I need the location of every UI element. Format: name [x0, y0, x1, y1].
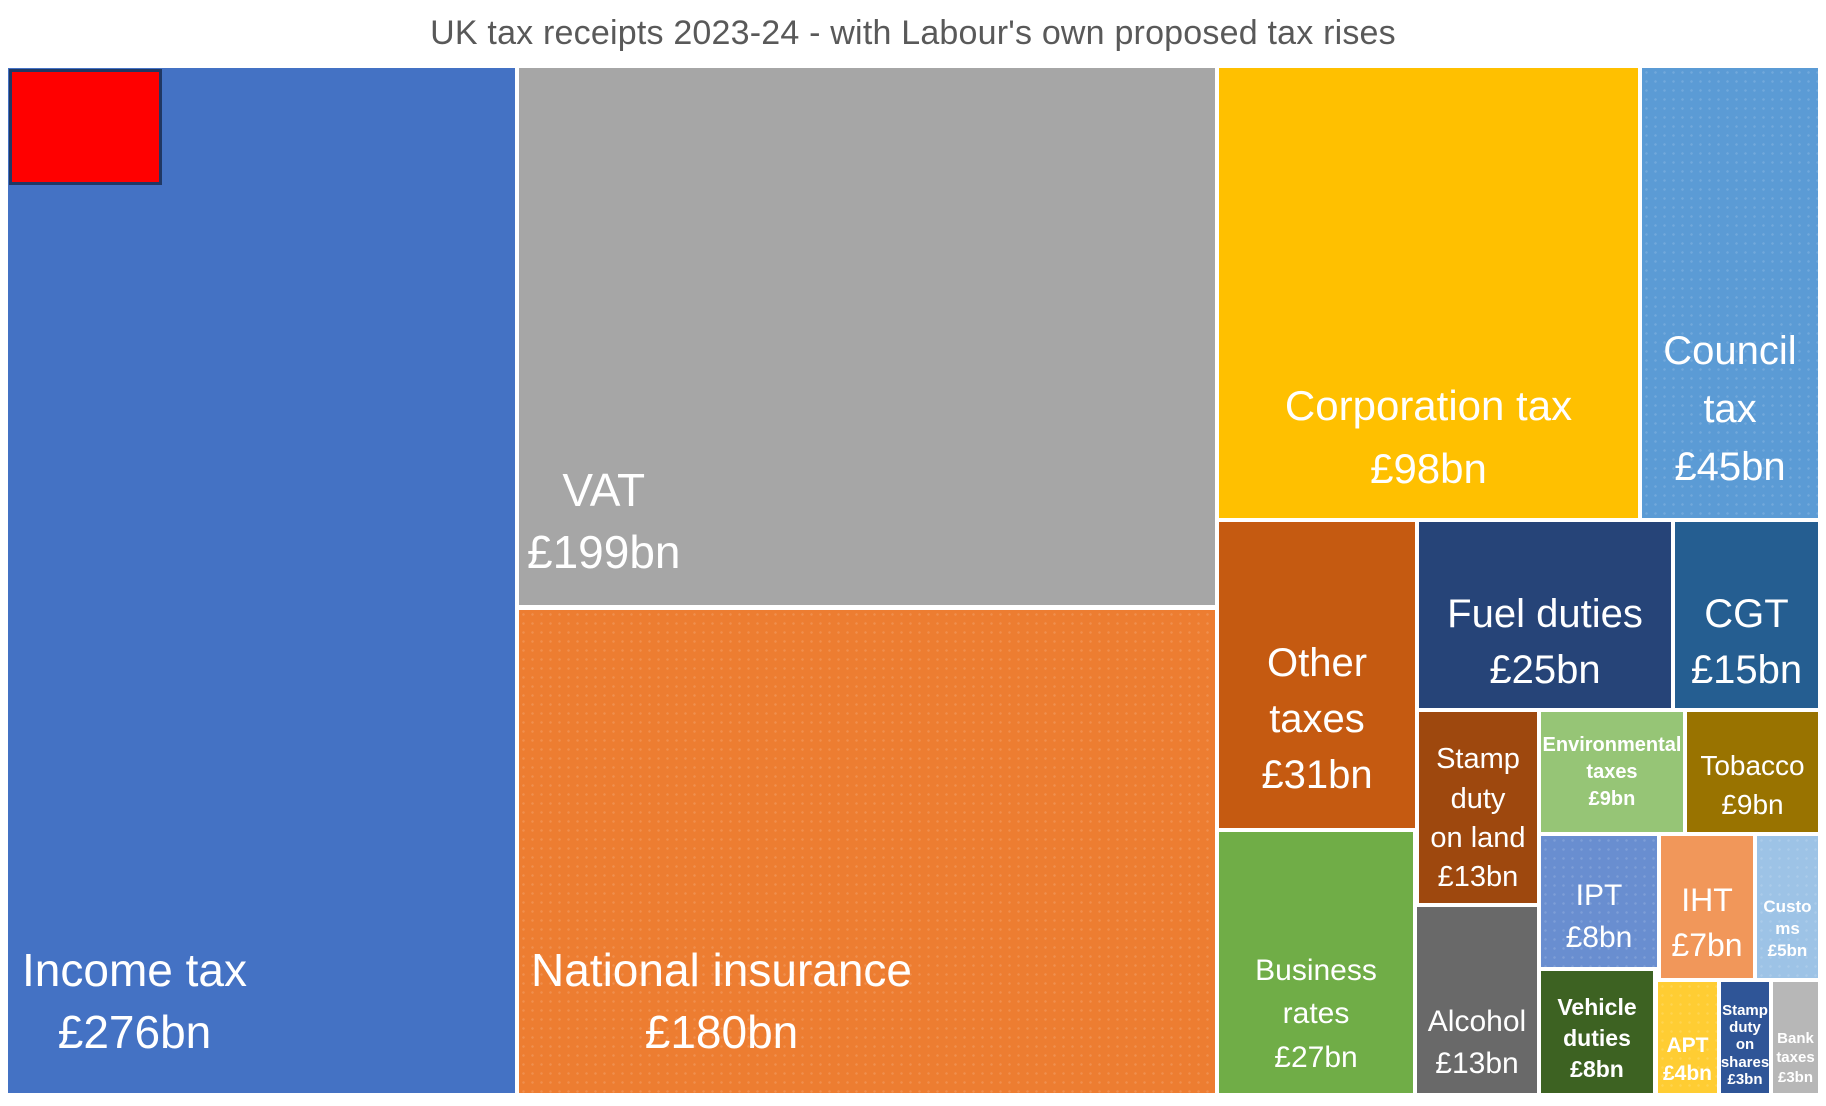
treemap-cell-cgt: CGT £15bn: [1675, 522, 1818, 708]
cell-label-income-tax: Income tax £276bn: [8, 939, 247, 1093]
cell-label-line: £13bn: [1435, 1047, 1519, 1080]
treemap-cell-apt: APT £4bn: [1658, 982, 1717, 1093]
cell-label-line: £7bn: [1671, 927, 1743, 964]
cell-label-line: on: [1735, 1036, 1755, 1054]
cell-label-bank-taxes: Bank taxes £3bn: [1776, 1029, 1814, 1094]
cell-label-line: £45bn: [1674, 445, 1786, 489]
cell-label-fuel-duties: Fuel duties £25bn: [1447, 586, 1643, 708]
cell-label-line: £3bn: [1777, 1068, 1813, 1086]
cell-label-line: CGT: [1704, 592, 1789, 636]
cell-label-line: duties: [1563, 1024, 1631, 1051]
treemap-cell-customs: Custo ms £5bn: [1757, 836, 1818, 978]
cell-label-line: Income tax: [22, 943, 247, 996]
treemap-cell-national-insurance: National insurance £180bn: [519, 610, 1215, 1093]
cell-label-customs: Custo ms £5bn: [1763, 896, 1811, 978]
cell-label-line: IPT: [1575, 879, 1623, 912]
cell-label-line: £8bn: [1565, 921, 1633, 954]
cell-label-line: Council: [1663, 329, 1797, 373]
treemap-cell-tobacco: Tobacco £9bn: [1687, 712, 1818, 832]
treemap-cell-stamp-duty-on-land: Stamp duty on land £13bn: [1419, 712, 1537, 903]
treemap-cell-stamp-duty-on-shares: Stamp duty on shares £3bn: [1721, 982, 1769, 1093]
cell-label-alcohol: Alcohol £13bn: [1428, 1001, 1526, 1093]
cell-label-line: £276bn: [57, 1005, 212, 1058]
treemap-cell-income-tax: Income tax £276bn: [8, 68, 515, 1093]
cell-label-line: £9bn: [1588, 787, 1636, 810]
chart-title: UK tax receipts 2023-24 - with Labour's …: [430, 14, 1396, 52]
cell-label-line: Other: [1266, 641, 1368, 685]
cell-label-vehicle-duties: Vehicle duties £8bn: [1557, 992, 1636, 1093]
cell-label-environmental-taxes: Environmental taxes £9bn: [1543, 732, 1682, 813]
cell-label-apt: APT £4bn: [1663, 1032, 1712, 1093]
cell-label-line: Tobacco: [1700, 749, 1805, 781]
treemap-cell-iht: IHT £7bn: [1661, 836, 1753, 978]
cell-label-line: Stamp: [1722, 1001, 1768, 1019]
cell-label-line: £13bn: [1437, 860, 1519, 893]
cell-label-line: Alcohol: [1427, 1005, 1527, 1038]
cell-label-stamp-duty-on-shares: Stamp duty on shares £3bn: [1721, 1002, 1769, 1093]
cell-label-line: Vehicle: [1557, 993, 1637, 1020]
cell-label-iht: IHT £7bn: [1671, 878, 1742, 978]
cell-label-line: duty: [1729, 1019, 1761, 1036]
cell-label-line: Fuel duties: [1447, 592, 1643, 636]
cell-label-line: taxes: [1776, 1049, 1815, 1066]
cell-label-line: National insurance: [531, 943, 913, 996]
cell-label-line: taxes: [1586, 760, 1638, 783]
cell-label-tobacco: Tobacco £9bn: [1700, 746, 1804, 832]
treemap-cell-corporation-tax: Corporation tax £98bn: [1219, 68, 1638, 518]
cell-label-line: shares: [1721, 1053, 1769, 1071]
cell-label-line: £5bn: [1767, 940, 1808, 960]
treemap-cell-other-taxes: Other taxes £31bn: [1219, 522, 1415, 828]
cell-label-line: £15bn: [1690, 648, 1803, 692]
cell-label-corporation-tax: Corporation tax £98bn: [1285, 374, 1572, 518]
cell-label-line: Stamp: [1436, 743, 1520, 776]
cell-label-line: Corporation tax: [1284, 382, 1573, 429]
cell-label-line: ms: [1775, 918, 1800, 938]
cell-label-council-tax: Council tax £45bn: [1663, 322, 1796, 518]
treemap-cell-fuel-duties: Fuel duties £25bn: [1419, 522, 1671, 708]
cell-label-line: £3bn: [1727, 1070, 1763, 1088]
cell-label-line: rates: [1282, 997, 1350, 1030]
proposed-tax-rises-box: [9, 69, 162, 185]
cell-label-line: IHT: [1681, 882, 1733, 919]
cell-label-line: taxes: [1269, 697, 1365, 741]
cell-label-line: £4bn: [1662, 1061, 1712, 1085]
cell-label-line: £9bn: [1721, 788, 1784, 820]
treemap-cell-environmental-taxes: Environmental taxes £9bn: [1541, 712, 1683, 832]
cell-label-line: £25bn: [1489, 648, 1601, 692]
cell-label-cgt: CGT £15bn: [1691, 586, 1802, 708]
cell-label-line: £27bn: [1274, 1040, 1358, 1074]
cell-label-line: on land: [1430, 821, 1526, 854]
cell-label-national-insurance: National insurance £180bn: [519, 939, 912, 1093]
cell-label-line: Bank: [1777, 1029, 1814, 1047]
cell-label-line: Environmental: [1542, 733, 1682, 756]
treemap-cell-ipt: IPT £8bn: [1541, 836, 1657, 967]
treemap-cell-bank-taxes: Bank taxes £3bn: [1773, 982, 1818, 1093]
cell-label-business-rates: Business rates £27bn: [1255, 949, 1377, 1094]
cell-label-line: £98bn: [1370, 445, 1487, 492]
treemap-cell-council-tax: Council tax £45bn: [1642, 68, 1818, 518]
treemap-cell-alcohol: Alcohol £13bn: [1417, 907, 1537, 1093]
cell-label-line: £31bn: [1261, 753, 1373, 797]
cell-label-vat: VAT £199bn: [519, 459, 681, 605]
cell-label-line: Custo: [1763, 896, 1812, 916]
cell-label-ipt: IPT £8bn: [1566, 875, 1633, 967]
treemap-cell-business-rates: Business rates £27bn: [1219, 832, 1413, 1093]
cell-label-line: £199bn: [527, 525, 681, 578]
treemap-cell-vehicle-duties: Vehicle duties £8bn: [1541, 971, 1653, 1093]
cell-label-line: duty: [1450, 782, 1506, 815]
cell-label-line: Business: [1255, 953, 1377, 987]
cell-label-other-taxes: Other taxes £31bn: [1261, 635, 1372, 828]
cell-label-line: APT: [1666, 1034, 1709, 1058]
cell-label-stamp-duty-on-land: Stamp duty on land £13bn: [1430, 740, 1525, 903]
cell-label-line: VAT: [562, 463, 646, 516]
cell-label-line: tax: [1703, 387, 1757, 431]
treemap-cell-vat: VAT £199bn: [519, 68, 1215, 605]
cell-label-line: £180bn: [644, 1005, 799, 1058]
cell-label-line: £8bn: [1570, 1055, 1624, 1082]
